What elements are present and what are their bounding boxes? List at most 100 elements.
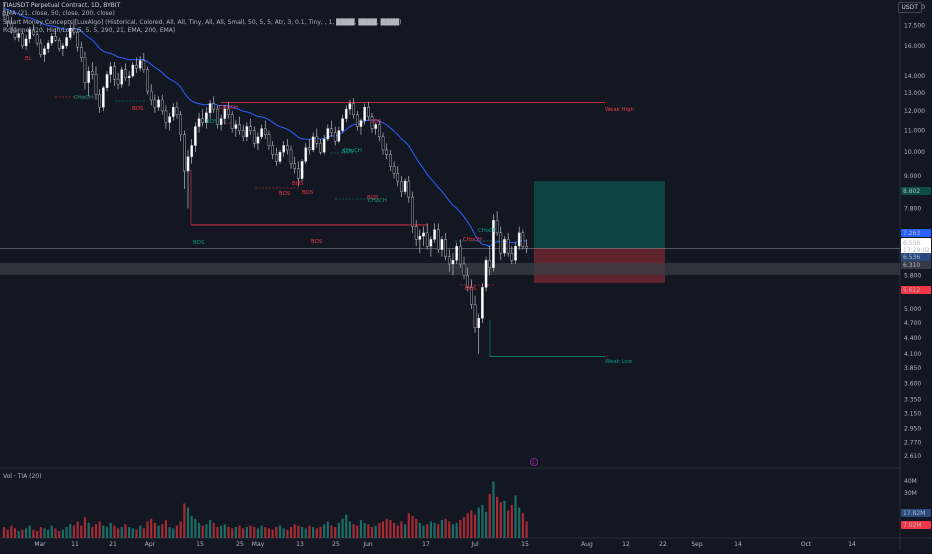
- candle-body-41: [153, 99, 157, 108]
- currency-button[interactable]: USDT: [897, 2, 922, 13]
- volume-bar-52: [194, 518, 197, 538]
- structure-tag-9: BOS: [311, 239, 323, 245]
- volume-badge-up-bg: [901, 509, 931, 517]
- candle-body-77: [286, 145, 289, 151]
- candle-body-96: [355, 114, 359, 127]
- candle-body-36: [135, 64, 138, 69]
- volume-bar-78: [289, 526, 293, 538]
- candle-body-39: [146, 69, 149, 92]
- candle-body-65: [241, 130, 245, 138]
- candle-body-15: [57, 40, 61, 49]
- volume-bar-109: [404, 524, 407, 538]
- volume-legend[interactable]: Vol · TIA (20): [3, 473, 42, 480]
- candle-body-2: [10, 22, 13, 33]
- ask-badge: 6.310: [903, 262, 920, 269]
- volume-bar-73: [271, 529, 274, 538]
- structure-tag-7: CHoCH: [368, 198, 387, 204]
- position-zones[interactable]: [0, 181, 900, 283]
- candle-body-43: [160, 99, 164, 112]
- volume-bar-82: [304, 528, 307, 538]
- structure-tag-2: BOS: [206, 119, 218, 125]
- time-label-Mar: Mar: [34, 541, 46, 548]
- candle-body-90: [333, 132, 337, 142]
- candle-body-126: [466, 275, 469, 288]
- volume-bar-57: [212, 522, 215, 538]
- volume-bar-95: [352, 524, 355, 538]
- volume-bar-125: [462, 517, 466, 538]
- volume-bar-115: [426, 524, 429, 538]
- volume-bar-40: [150, 518, 153, 538]
- candle-body-75: [278, 151, 282, 162]
- candle-body-44: [164, 110, 168, 123]
- volume-bar-24: [91, 526, 94, 538]
- candle-body-63: [234, 124, 238, 129]
- candle-body-66: [245, 126, 249, 138]
- candle-body-107: [396, 173, 400, 182]
- candle-body-142: [525, 245, 528, 249]
- bid-badge-bg: [901, 253, 931, 261]
- volume-bar-13: [50, 525, 53, 538]
- candle-body-5: [21, 33, 24, 47]
- candle-body-115: [425, 232, 429, 247]
- volume-bar-96: [356, 525, 359, 538]
- time-label-21: 21: [109, 541, 117, 548]
- candle-body-61: [227, 108, 230, 115]
- event-marker-icon: [530, 458, 538, 466]
- volume-axis[interactable]: 40M 30M: [904, 478, 917, 497]
- ema-legend[interactable]: EMA (21, close, 50, close, 200, close): [3, 10, 115, 18]
- smc-legend[interactable]: Smart Money Concepts [LuxAlgo] (Historic…: [3, 18, 402, 26]
- volume-bar-79: [293, 524, 296, 538]
- volume-bar-29: [109, 522, 112, 538]
- volume-bar-4: [17, 531, 20, 538]
- volume-bar-131: [484, 511, 488, 538]
- candle-body-136: [503, 239, 506, 254]
- volume-bar-66: [245, 526, 248, 538]
- structure-tag-8: Weak High: [605, 107, 634, 113]
- candle-body-42: [157, 99, 160, 108]
- volume-bar-64: [238, 525, 241, 538]
- candle-body-132: [488, 260, 492, 268]
- symbol-title[interactable]: TIAUSDT Perpetual Contract, 1D, BYBIT: [3, 2, 121, 9]
- candle-body-22: [83, 57, 87, 83]
- time-axis[interactable]: Mar 11 21 Apr 15 25 May 13 25 Jun 17 Jul 15 Aug 12 22 Se…: [34, 541, 856, 548]
- volume-bar-132: [488, 493, 491, 538]
- candle-body-86: [319, 143, 322, 153]
- volume-bar-0: [2, 526, 6, 538]
- ema-badge-bg: [901, 229, 931, 237]
- time-label-Jul: Jul: [470, 541, 479, 548]
- volume-bar-15: [58, 531, 61, 538]
- volume-bar-3: [13, 528, 17, 538]
- candle-body-33: [124, 69, 127, 78]
- candle-body-119: [440, 239, 444, 250]
- candle-body-128: [473, 304, 477, 329]
- candle-body-53: [197, 118, 201, 127]
- candle-body-30: [113, 66, 116, 80]
- volume-bar-47: [175, 525, 179, 538]
- volume-bar-68: [253, 526, 256, 538]
- candle-body-71: [263, 128, 267, 135]
- candle-body-121: [447, 256, 451, 265]
- volume-bar-21: [80, 525, 83, 538]
- price-axis[interactable]: 19.00017.50016.00014.00013.00012.00011.0…: [901, 4, 931, 529]
- volume-axis-label: 30M: [904, 490, 917, 497]
- volume-bar-128: [473, 514, 477, 538]
- structure-tag-5: BOS: [342, 149, 354, 155]
- price-label: 3.350: [904, 397, 921, 404]
- candle-body-60: [223, 108, 227, 119]
- price-label: 4.700: [904, 320, 921, 327]
- volume-bar-28: [105, 526, 109, 538]
- candle-body-56: [208, 103, 212, 114]
- volume-bars: [2, 481, 528, 538]
- volume-bar-120: [444, 518, 447, 538]
- volume-bar-9: [36, 531, 39, 538]
- volume-bar-76: [282, 528, 285, 538]
- volume-bar-88: [326, 521, 329, 538]
- channel-legend[interactable]: Rchannel (10, High/Low, 5, 5, 5, 290, 21…: [3, 26, 176, 34]
- volume-badge-down-bg: [901, 521, 931, 529]
- price-label: 3.150: [904, 410, 921, 417]
- candle-body-92: [341, 118, 344, 131]
- ema-21-line: [3, 8, 527, 248]
- volume-bar-102: [378, 522, 381, 538]
